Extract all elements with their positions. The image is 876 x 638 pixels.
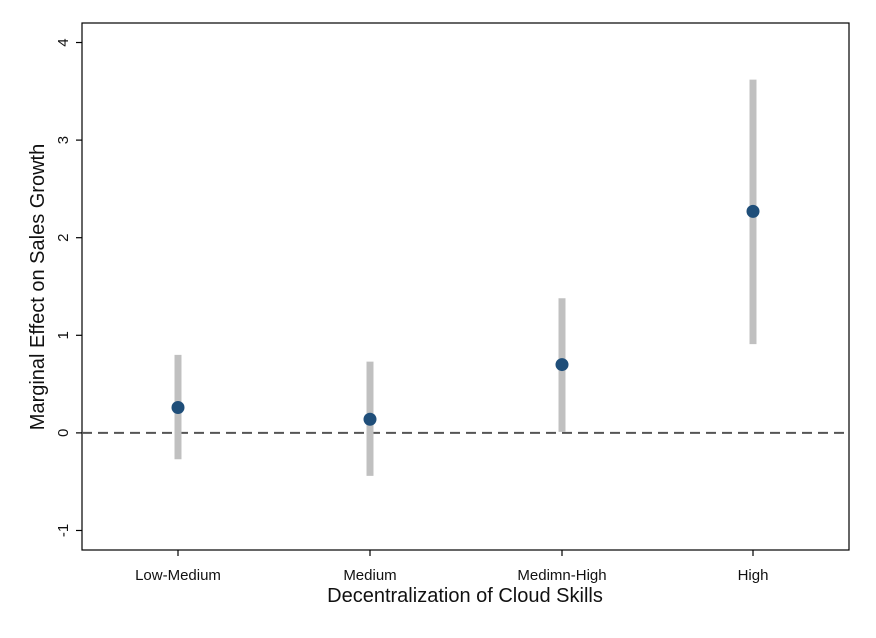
y-tick-label: 0 [55, 429, 72, 437]
estimate-point [746, 204, 760, 218]
estimate-point [555, 358, 569, 372]
x-tick-label: High [738, 567, 769, 584]
x-tick-label: Medium [343, 567, 396, 584]
y-tick-label: -1 [55, 524, 72, 537]
plot-frame [81, 22, 850, 551]
x-axis-title: Decentralization of Cloud Skills [327, 585, 603, 607]
estimate-point [171, 401, 185, 415]
x-tick-label: Medimn-High [517, 567, 606, 584]
y-axis-title: Marginal Effect on Sales Growth [27, 144, 49, 430]
y-tick-label: 3 [55, 136, 72, 144]
y-tick-label: 4 [55, 38, 72, 46]
y-tick-label: 2 [55, 234, 72, 242]
x-tick-label: Low-Medium [135, 567, 221, 584]
estimate-point [363, 412, 377, 426]
y-tick-label: 1 [55, 331, 72, 339]
